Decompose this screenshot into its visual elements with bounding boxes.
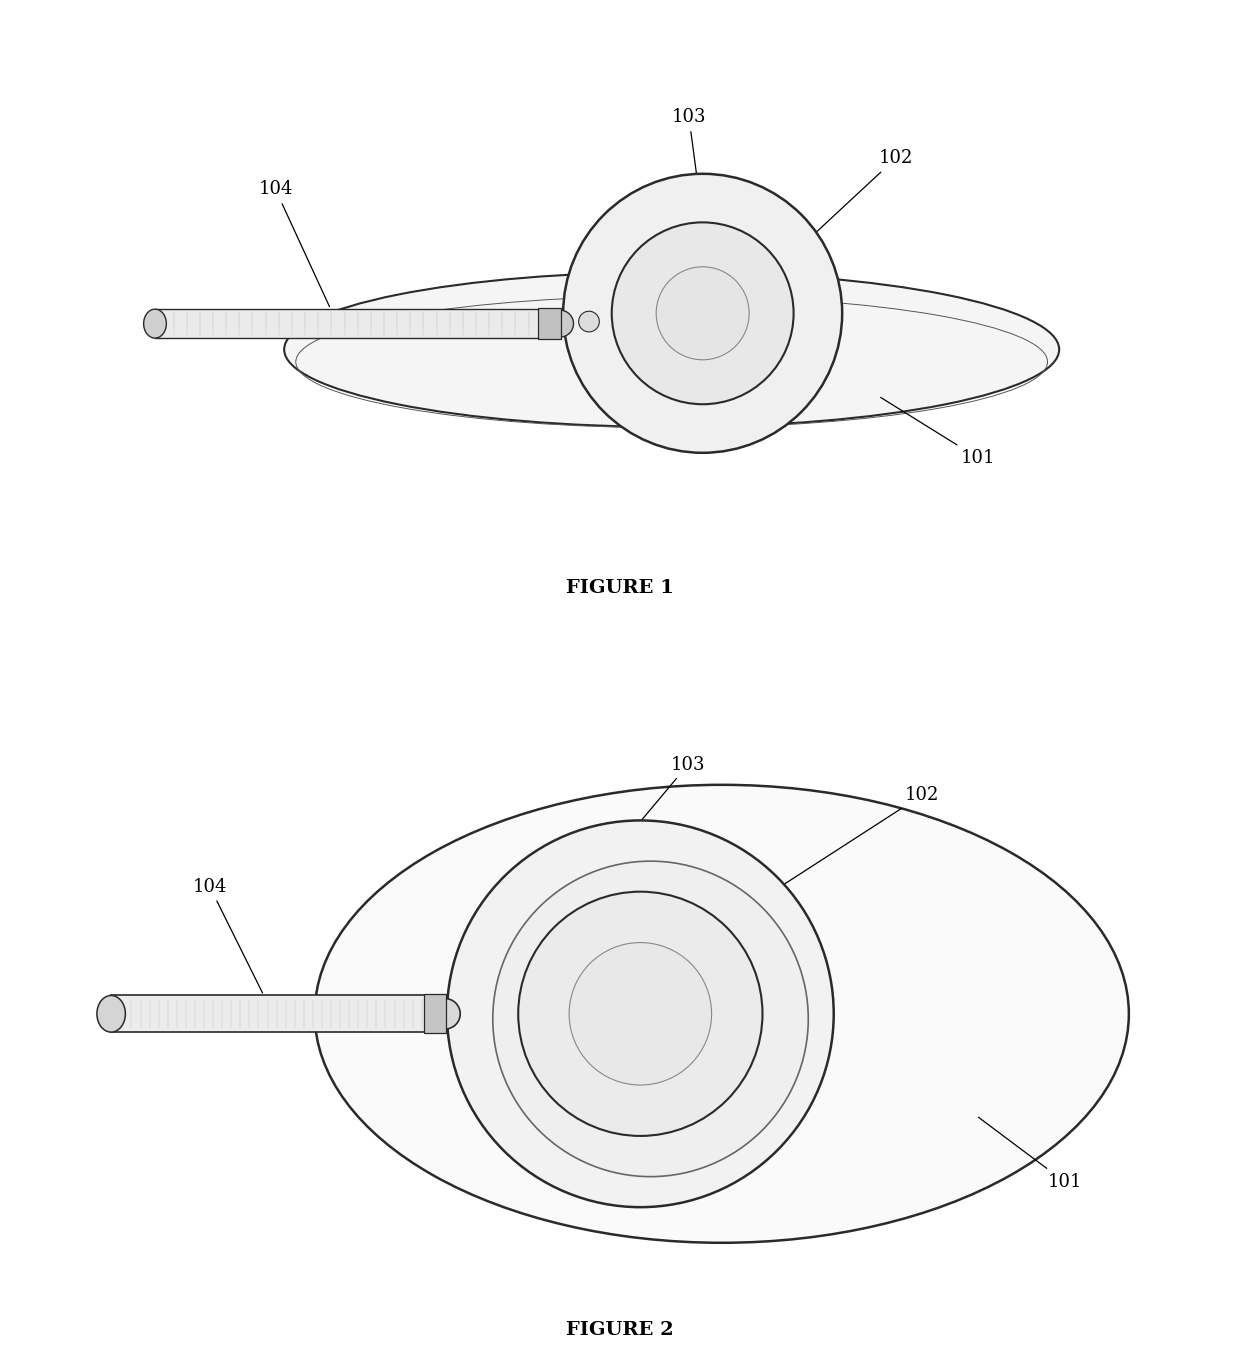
Text: 103: 103 (672, 108, 706, 218)
Text: 101: 101 (978, 1118, 1083, 1191)
FancyBboxPatch shape (155, 310, 560, 338)
Ellipse shape (518, 892, 763, 1136)
Ellipse shape (446, 821, 833, 1207)
Text: 103: 103 (621, 755, 706, 844)
Ellipse shape (284, 273, 1059, 427)
Text: 101: 101 (880, 397, 996, 467)
Ellipse shape (569, 943, 712, 1085)
Bar (112, 996, 445, 1032)
Ellipse shape (144, 310, 166, 338)
Ellipse shape (563, 174, 842, 453)
Text: FIGURE 1: FIGURE 1 (567, 580, 673, 597)
Ellipse shape (611, 222, 794, 404)
Ellipse shape (315, 785, 1128, 1243)
Circle shape (547, 310, 573, 337)
Text: FIGURE 2: FIGURE 2 (567, 1322, 673, 1340)
Bar (538, 308, 560, 340)
Text: 102: 102 (797, 149, 913, 249)
Ellipse shape (97, 996, 125, 1032)
Text: 102: 102 (775, 786, 940, 890)
Circle shape (430, 999, 460, 1029)
Text: 104: 104 (192, 878, 263, 993)
Text: 104: 104 (258, 181, 330, 307)
Bar (424, 995, 446, 1033)
Circle shape (579, 311, 599, 332)
Ellipse shape (656, 267, 749, 360)
Ellipse shape (492, 862, 808, 1177)
